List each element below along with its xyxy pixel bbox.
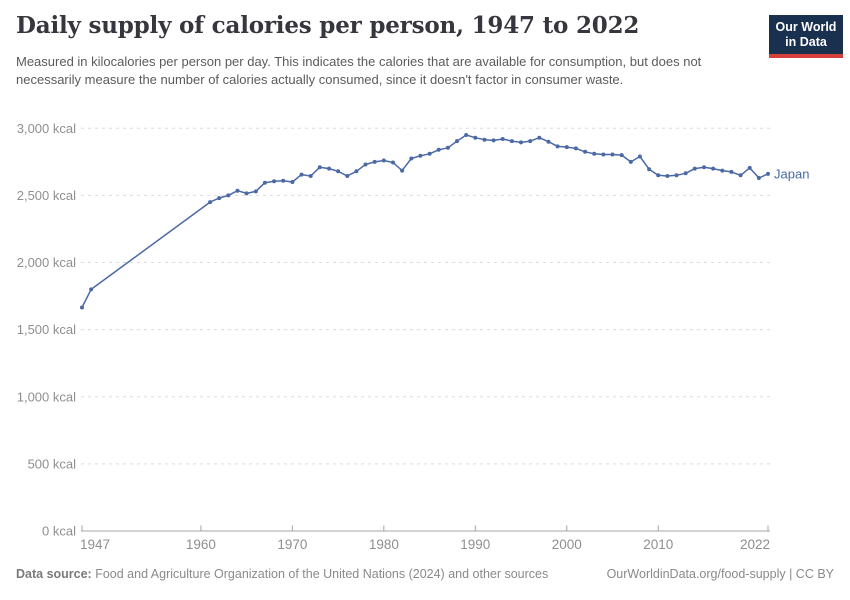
data-point xyxy=(656,173,661,178)
chart-subtitle: Measured in kilocalories per person per … xyxy=(16,54,702,88)
data-point xyxy=(400,168,405,173)
y-tick-label: 1,500 kcal xyxy=(17,322,76,337)
data-point xyxy=(702,165,706,170)
data-point xyxy=(89,287,94,292)
data-point xyxy=(226,193,231,198)
data-source-text: Food and Agriculture Organization of the… xyxy=(91,567,549,581)
y-tick-label: 0 kcal xyxy=(42,524,76,539)
data-point xyxy=(262,180,267,185)
owid-logo[interactable]: Our World in Data xyxy=(769,15,843,58)
data-point xyxy=(738,173,743,178)
data-point xyxy=(528,139,533,144)
x-tick-label: 1990 xyxy=(460,537,490,552)
data-point xyxy=(491,138,496,143)
data-point xyxy=(592,151,597,156)
y-tick-label: 500 kcal xyxy=(28,456,77,471)
data-point xyxy=(766,171,770,176)
data-point xyxy=(619,153,624,158)
data-point xyxy=(692,166,697,171)
data-source-label: Data source: xyxy=(16,567,92,581)
x-tick-label: 1970 xyxy=(277,537,307,552)
data-point xyxy=(345,174,350,178)
y-tick-label: 1,000 kcal xyxy=(17,389,76,404)
data-point xyxy=(272,179,277,184)
data-point xyxy=(217,196,222,201)
data-point xyxy=(235,188,240,193)
chart-footer: Data source: Food and Agriculture Organi… xyxy=(16,567,834,581)
x-tick-label: 1980 xyxy=(369,537,399,552)
y-tick-label: 2,000 kcal xyxy=(17,255,76,270)
data-point xyxy=(564,145,569,150)
entity-label[interactable]: Japan xyxy=(774,166,809,181)
data-point xyxy=(436,147,441,152)
series-line-japan xyxy=(81,134,769,309)
data-point xyxy=(546,139,551,144)
data-point xyxy=(647,167,652,172)
data-point xyxy=(555,144,560,149)
data-point xyxy=(363,162,368,167)
data-point xyxy=(391,160,395,165)
data-point xyxy=(729,169,734,174)
data-point xyxy=(290,180,295,184)
data-point xyxy=(500,137,505,141)
data-point xyxy=(509,139,514,144)
data-point xyxy=(537,135,542,140)
data-point xyxy=(601,152,606,157)
data-point xyxy=(482,137,487,142)
data-point xyxy=(637,154,642,159)
data-point xyxy=(253,189,258,194)
data-point xyxy=(674,173,679,178)
data-point xyxy=(427,151,432,156)
data-point xyxy=(628,159,633,164)
data-point xyxy=(610,152,615,157)
data-point xyxy=(336,169,341,174)
data-point xyxy=(720,168,725,173)
data-point xyxy=(308,174,313,178)
data-point xyxy=(455,139,459,144)
data-point xyxy=(299,172,304,177)
data-point xyxy=(418,153,423,158)
owid-logo-line1: Our World xyxy=(775,20,837,34)
data-point xyxy=(354,169,359,174)
data-point xyxy=(583,149,588,154)
y-tick-label: 2,500 kcal xyxy=(17,188,76,203)
data-point xyxy=(445,145,450,150)
y-tick-label: 3,000 kcal xyxy=(17,121,76,136)
x-tick-label: 1947 xyxy=(80,537,110,552)
x-tick-label: 2000 xyxy=(552,537,582,552)
data-point xyxy=(683,171,688,176)
data-point xyxy=(281,178,286,183)
data-point xyxy=(409,156,414,161)
data-point xyxy=(208,200,213,205)
data-point xyxy=(473,135,478,140)
data-point xyxy=(381,158,386,163)
data-point xyxy=(711,166,716,171)
owid-logo-line2: in Data xyxy=(785,35,827,49)
data-point xyxy=(372,159,377,164)
data-point xyxy=(519,140,523,145)
data-point xyxy=(756,176,761,180)
x-tick-label: 2022 xyxy=(740,537,770,552)
data-point xyxy=(747,165,752,170)
data-point xyxy=(665,174,670,178)
data-point xyxy=(573,146,578,151)
data-point xyxy=(317,165,322,170)
x-tick-label: 2010 xyxy=(643,537,673,552)
data-point xyxy=(80,305,84,310)
x-tick-label: 1960 xyxy=(186,537,216,552)
data-point xyxy=(244,191,249,196)
data-point xyxy=(464,133,469,137)
data-source-note: Data source: Food and Agriculture Organi… xyxy=(16,567,548,581)
page-title: Daily supply of calories per person, 194… xyxy=(16,12,640,39)
citation-link[interactable]: OurWorldinData.org/food-supply | CC BY xyxy=(606,567,834,581)
data-point xyxy=(327,166,331,171)
